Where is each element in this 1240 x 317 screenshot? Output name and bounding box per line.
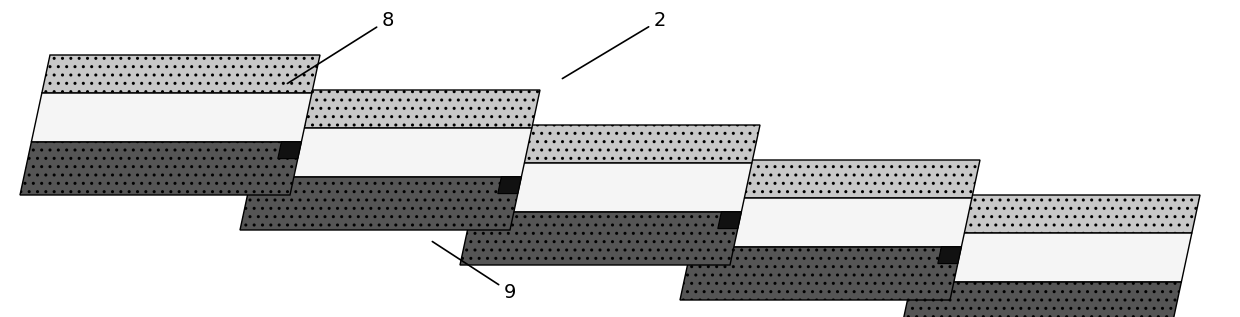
Polygon shape: [718, 212, 742, 229]
Polygon shape: [31, 93, 312, 142]
Polygon shape: [460, 212, 742, 265]
Polygon shape: [42, 55, 320, 93]
Polygon shape: [20, 142, 301, 195]
Polygon shape: [497, 177, 521, 194]
Polygon shape: [262, 90, 539, 128]
Polygon shape: [937, 247, 961, 264]
Text: 8: 8: [288, 10, 394, 83]
Polygon shape: [252, 128, 532, 177]
Polygon shape: [680, 247, 961, 300]
Polygon shape: [241, 177, 521, 230]
Polygon shape: [471, 163, 751, 212]
Text: 2: 2: [563, 10, 666, 79]
Polygon shape: [900, 282, 1182, 317]
Polygon shape: [911, 233, 1192, 282]
Text: 9: 9: [433, 242, 516, 301]
Polygon shape: [482, 125, 760, 163]
Polygon shape: [278, 142, 301, 158]
Polygon shape: [921, 195, 1200, 233]
Polygon shape: [702, 160, 980, 198]
Polygon shape: [692, 198, 972, 247]
